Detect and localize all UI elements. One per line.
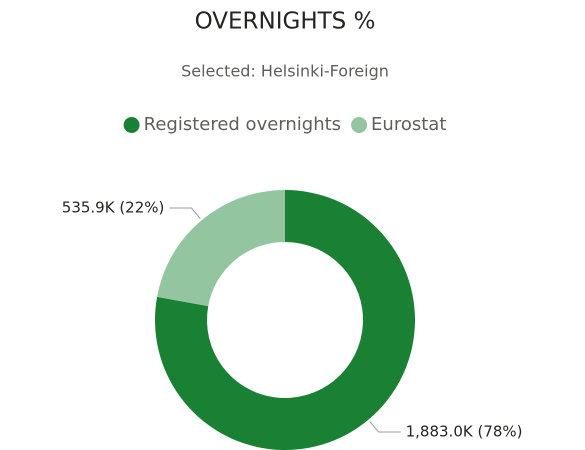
legend-marker xyxy=(123,117,140,133)
leader-line xyxy=(169,207,201,220)
donut-slice xyxy=(154,190,416,450)
donut-slice xyxy=(157,190,285,307)
legend-marker xyxy=(351,117,368,133)
legend: Registered overnights Eurostat xyxy=(123,114,446,135)
data-label: 535.9K (22%) xyxy=(62,198,165,216)
leader-line xyxy=(369,420,401,433)
legend-label: Eurostat xyxy=(371,114,446,135)
chart-subtitle: Selected: Helsinki-Foreign xyxy=(181,62,389,81)
data-label: 1,883.0K (78%) xyxy=(406,423,523,441)
chart-title: OVERNIGHTS % xyxy=(195,9,376,35)
legend-label: Registered overnights xyxy=(144,114,341,135)
